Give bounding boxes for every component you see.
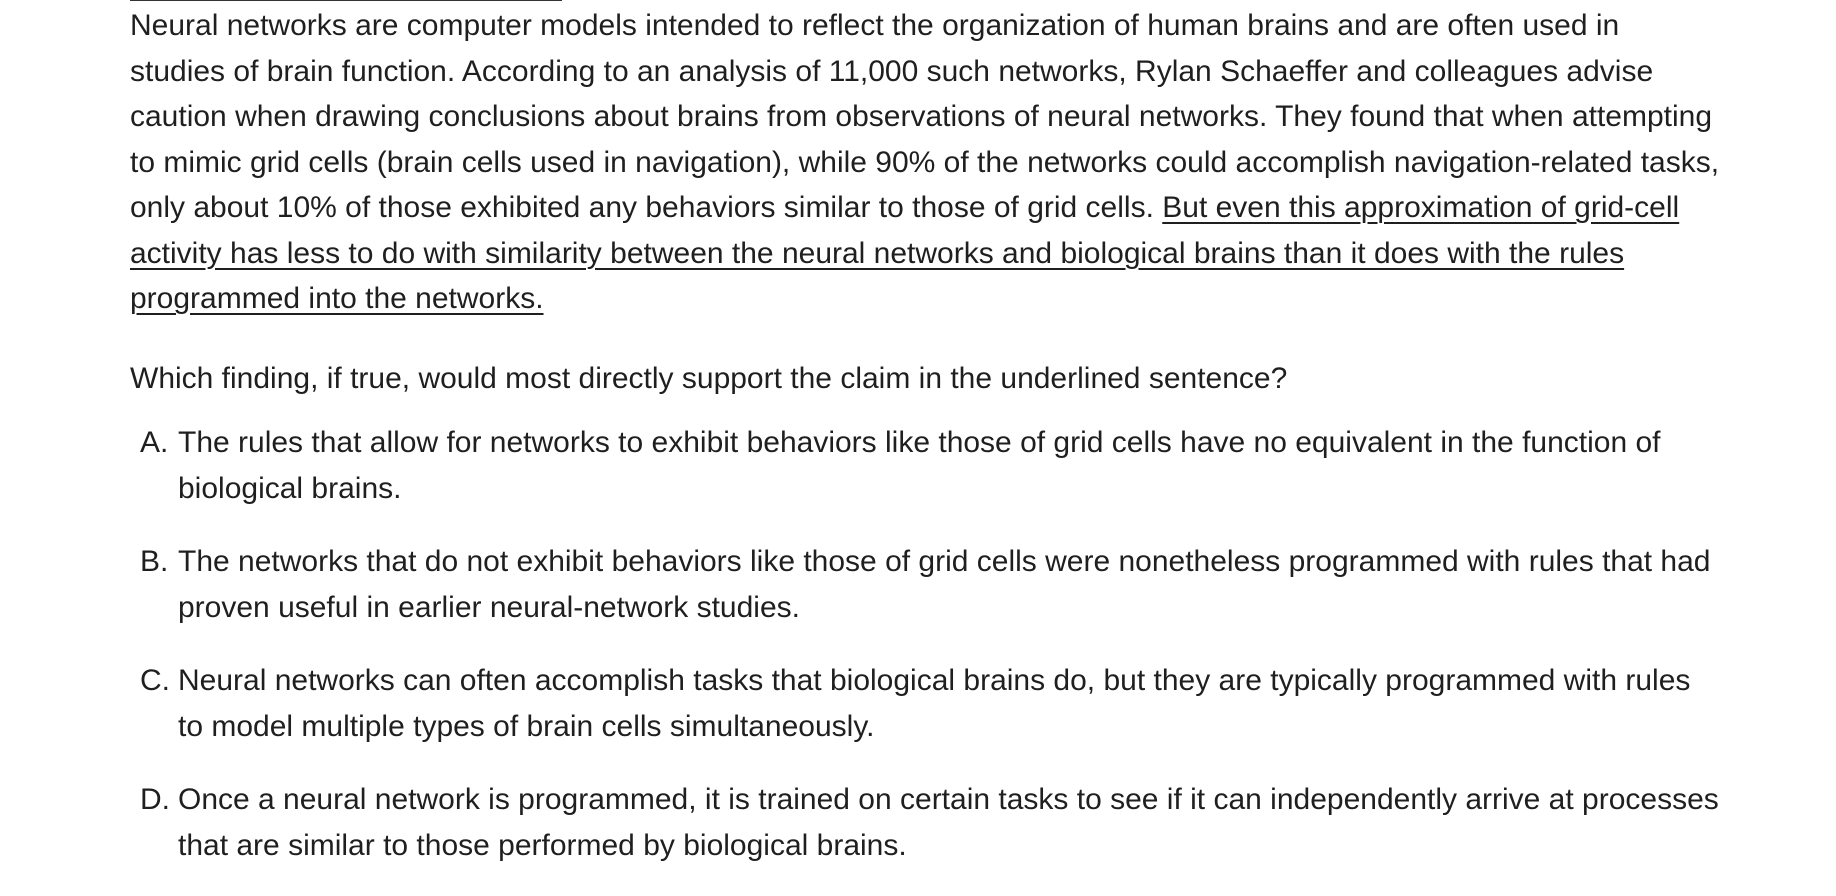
choice-b-text: The networks that do not exhibit behavio…	[178, 545, 1711, 624]
choice-c-letter: C.	[140, 664, 170, 697]
choice-a-letter: A.	[140, 426, 169, 459]
top-divider	[130, 0, 562, 1]
choice-c[interactable]: C. Neural networks can often accomplish …	[130, 658, 1720, 749]
question-content: Neural networks are computer models inte…	[130, 3, 1720, 896]
choice-a-text: The rules that allow for networks to exh…	[178, 426, 1661, 505]
question-stem: Which finding, if true, would most direc…	[130, 361, 1288, 395]
choice-d-text: Once a neural network is programmed, it …	[178, 783, 1719, 862]
choice-d-letter: D.	[140, 783, 170, 816]
choice-d[interactable]: D. Once a neural network is programmed, …	[130, 777, 1720, 868]
choice-c-text: Neural networks can often accomplish tas…	[178, 664, 1691, 743]
choice-a[interactable]: A. The rules that allow for networks to …	[130, 420, 1720, 511]
underlined-sentence: But even this approximation of grid-cell…	[130, 191, 1680, 315]
passage: Neural networks are computer models inte…	[130, 3, 1720, 322]
choice-b-letter: B.	[140, 545, 169, 578]
answer-choices: A. The rules that allow for networks to …	[130, 420, 1720, 868]
choice-b[interactable]: B. The networks that do not exhibit beha…	[130, 539, 1720, 630]
passage-text: Neural networks are computer models inte…	[130, 9, 1720, 224]
